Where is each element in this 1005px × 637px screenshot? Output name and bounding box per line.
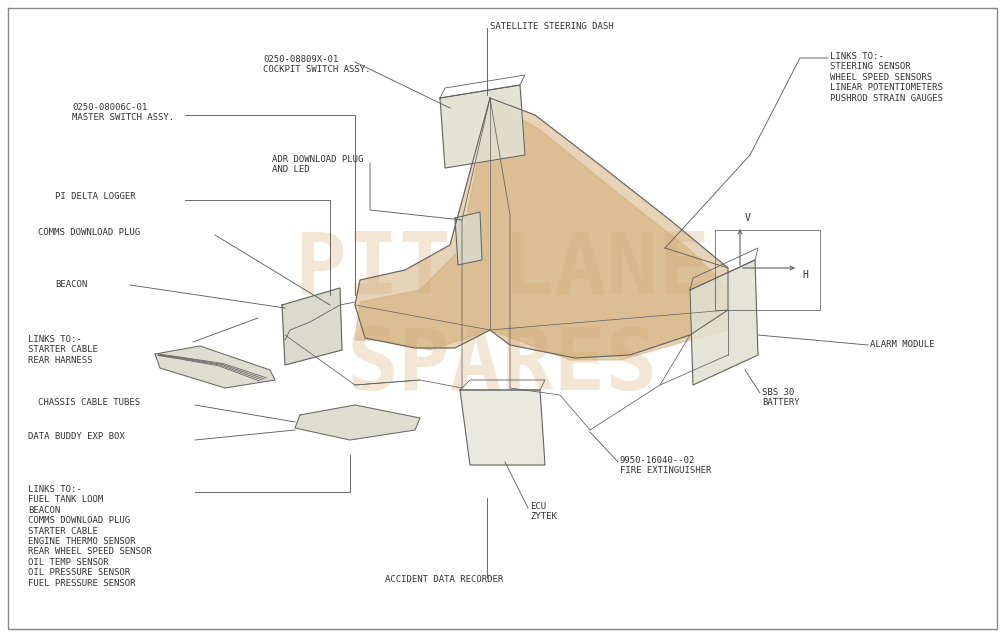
Text: LINKS TO:-
FUEL TANK LOOM
BEACON
COMMS DOWNLOAD PLUG
STARTER CABLE
ENGINE THERMO: LINKS TO:- FUEL TANK LOOM BEACON COMMS D… — [28, 485, 152, 587]
Text: DATA BUDDY EXP BOX: DATA BUDDY EXP BOX — [28, 432, 125, 441]
Text: H: H — [802, 270, 808, 280]
Polygon shape — [282, 288, 342, 365]
Polygon shape — [440, 85, 525, 168]
Text: 0250-08809X-01
COCKPIT SWITCH ASSY.: 0250-08809X-01 COCKPIT SWITCH ASSY. — [263, 55, 371, 75]
Text: SBS 30
BATTERY: SBS 30 BATTERY — [762, 388, 800, 408]
Text: 0250-08006C-01
MASTER SWITCH ASSY.: 0250-08006C-01 MASTER SWITCH ASSY. — [72, 103, 174, 122]
Polygon shape — [690, 260, 758, 385]
Text: PIT LANE
SPARES: PIT LANE SPARES — [295, 229, 710, 408]
Text: 9950-16040--02
FIRE EXTINGUISHER: 9950-16040--02 FIRE EXTINGUISHER — [620, 456, 712, 475]
Text: SATELLITE STEERING DASH: SATELLITE STEERING DASH — [490, 22, 614, 31]
Text: V: V — [745, 213, 751, 223]
Text: LINKS TO:-
STEERING SENSOR
WHEEL SPEED SENSORS
LINEAR POTENTIOMETERS
PUSHROD STR: LINKS TO:- STEERING SENSOR WHEEL SPEED S… — [830, 52, 943, 103]
Text: ALARM MODULE: ALARM MODULE — [870, 340, 935, 349]
Text: ECU
ZYTEK: ECU ZYTEK — [530, 502, 557, 522]
Polygon shape — [355, 100, 730, 360]
Text: BEACON: BEACON — [55, 280, 87, 289]
Polygon shape — [355, 98, 728, 358]
Polygon shape — [460, 390, 545, 465]
Text: COMMS DOWNLOAD PLUG: COMMS DOWNLOAD PLUG — [38, 228, 140, 237]
Polygon shape — [455, 212, 482, 265]
Polygon shape — [295, 405, 420, 440]
Polygon shape — [155, 346, 275, 388]
Text: ADR DOWNLOAD PLUG
AND LED: ADR DOWNLOAD PLUG AND LED — [272, 155, 364, 175]
Text: PI DELTA LOGGER: PI DELTA LOGGER — [55, 192, 136, 201]
Text: LINKS TO:-
STARTER CABLE
REAR HARNESS: LINKS TO:- STARTER CABLE REAR HARNESS — [28, 335, 97, 365]
Text: ACCIDENT DATA RECORDER: ACCIDENT DATA RECORDER — [385, 575, 504, 584]
Text: CHASSIS CABLE TUBES: CHASSIS CABLE TUBES — [38, 398, 140, 407]
